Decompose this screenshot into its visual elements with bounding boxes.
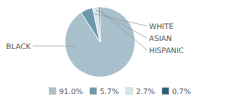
legend-swatch [90, 88, 97, 95]
legend-item: 2.7% [126, 87, 155, 96]
pie-slice [93, 7, 100, 42]
leader-line [88, 12, 147, 26]
slice-label: ASIAN [149, 34, 172, 43]
slice-label: HISPANIC [149, 46, 184, 55]
pie-slice [65, 7, 135, 77]
legend-item: 0.7% [162, 87, 191, 96]
pie [65, 7, 135, 77]
leader-line [33, 46, 75, 47]
slice-label: WHITE [149, 22, 174, 31]
slice-labels: BLACK WHITE ASIAN HISPANIC [6, 10, 184, 55]
legend-item: 5.7% [90, 87, 119, 96]
legend: 91.0% 5.7% 2.7% 0.7% [49, 87, 191, 96]
leader-line [99, 10, 147, 50]
chart: BLACK WHITE ASIAN HISPANIC 91.0% 5.7% 2.7% 0.7% [0, 0, 240, 100]
legend-label: 2.7% [136, 87, 155, 96]
legend-swatch [126, 88, 133, 95]
legend-label: 91.0% [59, 87, 83, 96]
legend-item: 91.0% [49, 87, 83, 96]
leader-line [96, 10, 147, 38]
legend-label: 0.7% [172, 87, 191, 96]
legend-label: 5.7% [100, 87, 119, 96]
legend-swatch [49, 88, 56, 95]
legend-swatch [162, 88, 169, 95]
slice-label: BLACK [6, 42, 32, 51]
